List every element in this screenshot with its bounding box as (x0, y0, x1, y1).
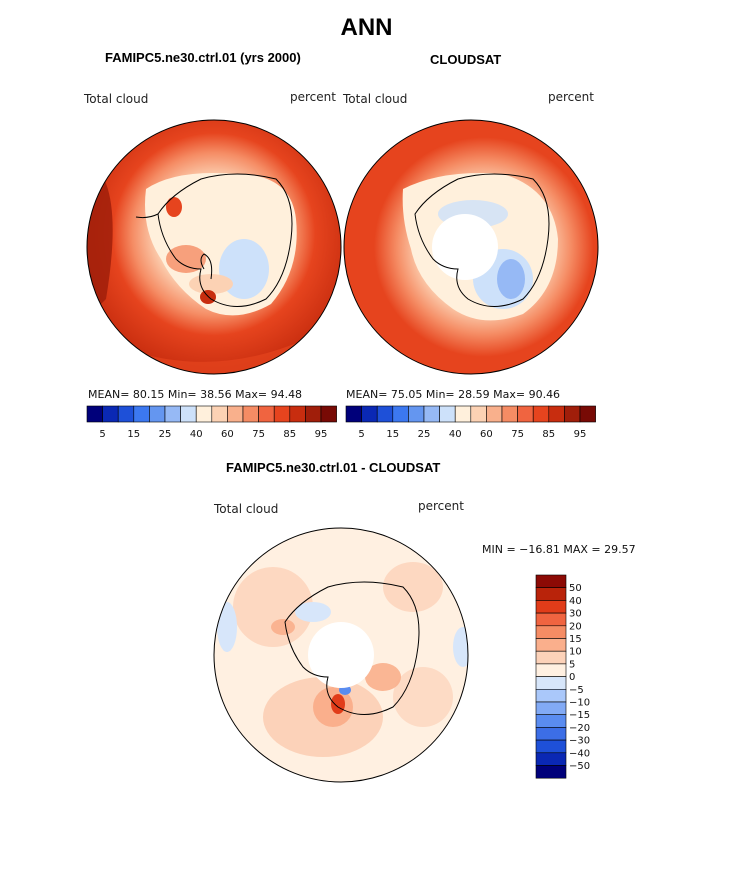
panel3-colorbar-tick-label: −15 (569, 710, 590, 721)
panel1-colorbar-swatch (102, 405, 119, 423)
panel1-colorbar-swatch (258, 405, 275, 423)
panel3-colorbar-tick-label: −30 (569, 736, 590, 747)
panel3-colorbar-tick-label: 40 (569, 596, 582, 607)
panel1-polar-map (86, 119, 342, 375)
panel3-colorbar-tick-label: 10 (569, 647, 582, 658)
panel2-colorbar-tick-label: 5 (358, 429, 364, 439)
panel2-colorbar-tick-label: 95 (574, 429, 587, 439)
panel3-colorbar-swatch (535, 625, 567, 639)
panel3-colorbar-swatch (535, 600, 567, 614)
panel2-colorbar-swatch (532, 405, 550, 423)
panel1-colorbar-swatch (211, 405, 228, 423)
panel1-variable-label: Total cloud (84, 92, 149, 106)
panel2-colorbar-tick-label: 25 (418, 429, 431, 439)
panel3-colorbar-swatch (535, 587, 567, 601)
panel2-colorbar-swatch (376, 405, 394, 423)
panel3-colorbar-tick-label: −20 (569, 723, 590, 734)
panel2-colorbar-swatch (517, 405, 534, 423)
main-title: ANN (340, 14, 393, 41)
panel2-colorbar-tick-label: 85 (542, 429, 555, 439)
panel1-colorbar-swatch (86, 405, 103, 423)
panel3-colorbar-swatch (535, 727, 567, 741)
panel2-colorbar-swatch (501, 405, 518, 423)
panel3-colorbar-swatch (535, 574, 567, 588)
panel3-colorbar-swatch (535, 638, 567, 652)
panel3-colorbar-tick-label: 5 (569, 659, 575, 670)
panel1-colorbar-swatch (289, 405, 306, 423)
panel3-units-label: percent (418, 499, 464, 513)
panel1-colorbar-tick-label: 15 (127, 429, 140, 439)
panel1-colorbar-tick-label: 75 (252, 429, 265, 439)
panel2-colorbar-swatch (454, 405, 472, 423)
panel2-polar-map (343, 119, 599, 375)
panel1-colorbar-swatch (164, 405, 181, 423)
panel3-colorbar-swatch (535, 663, 567, 677)
panel2-stats: MEAN= 75.05 Min= 28.59 Max= 90.46 (346, 388, 561, 401)
panel3-colorbar-tick-label: −50 (569, 761, 590, 772)
panel1-colorbar-swatch (273, 405, 291, 423)
panel1-colorbar-swatch (195, 405, 213, 423)
panel2-colorbar-swatch (470, 405, 487, 423)
panel1-colorbar-tick-label: 25 (159, 429, 172, 439)
panel1-colorbar-tick-label: 95 (315, 429, 328, 439)
panel2-colorbar-swatch (423, 405, 440, 423)
panel3-colorbar-swatch (535, 676, 567, 690)
panel3-colorbar-swatch (535, 701, 567, 715)
panel2-colorbar-swatch (579, 405, 596, 423)
panel1-colorbar-tick-label: 40 (190, 429, 203, 439)
panel3-colorbar-swatch (535, 752, 567, 766)
panel1-colorbar-tick-label: 60 (221, 429, 234, 439)
panel1-colorbar-swatch (305, 405, 322, 423)
panel3-colorbar-swatch (535, 739, 567, 754)
panel3-title: FAMIPC5.ne30.ctrl.01 - CLOUDSAT (226, 460, 441, 475)
panel3-colorbar-tick-label: 30 (569, 609, 582, 620)
panel3-polar-map (213, 527, 469, 783)
panel3-colorbar-swatch (535, 714, 567, 728)
panel3-colorbar-swatch (535, 612, 567, 627)
panel2-colorbar-swatch (361, 405, 378, 423)
panel1-colorbar-swatch (117, 405, 135, 423)
panel1-colorbar-tick-label: 85 (283, 429, 296, 439)
panel2-colorbar-swatch (408, 405, 425, 423)
panel3-colorbar-tick-label: 0 (569, 672, 575, 683)
panel1-colorbar-tick-label: 5 (99, 429, 105, 439)
panel3-colorbar-swatch (535, 689, 567, 703)
panel2-colorbar-swatch (392, 405, 409, 423)
panel2-colorbar-swatch (439, 405, 456, 423)
panel1-colorbar-swatch (320, 405, 337, 423)
panel2-variable-label: Total cloud (343, 92, 408, 106)
panel2-title: CLOUDSAT (430, 52, 502, 67)
panel2-colorbar-swatch (345, 405, 362, 423)
panel1-units-label: percent (290, 90, 336, 104)
panel3-colorbar-tick-label: −10 (569, 698, 590, 709)
panel1-colorbar-swatch (227, 405, 244, 423)
panel3-colorbar-swatch (535, 650, 567, 665)
panel2-colorbar-tick-label: 60 (480, 429, 493, 439)
panel3-colorbar-tick-label: 15 (569, 634, 582, 645)
panel2-colorbar-swatch (564, 405, 581, 423)
panel3-stats: MIN = −16.81 MAX = 29.57 (482, 543, 636, 556)
panel3-variable-label: Total cloud (214, 502, 279, 516)
panel1-stats: MEAN= 80.15 Min= 38.56 Max= 94.48 (88, 388, 303, 401)
panel3-colorbar-tick-label: 50 (569, 583, 582, 594)
panel1-colorbar-swatch (242, 405, 259, 423)
panel2-colorbar-tick-label: 40 (449, 429, 462, 439)
panel3-colorbar-tick-label: −5 (569, 685, 584, 696)
panel1-colorbar: 5 15 25 40 60 75 85 95 (86, 405, 337, 439)
panel1-colorbar-swatch (149, 405, 166, 423)
panel1-colorbar-swatch (180, 405, 197, 423)
panel1-title: FAMIPC5.ne30.ctrl.01 (yrs 2000) (105, 50, 301, 65)
panel2-colorbar: 5 15 25 40 60 75 85 95 (345, 405, 596, 439)
panel1-colorbar-swatch (133, 405, 150, 423)
panel2-colorbar-swatch (548, 405, 565, 423)
panel2-colorbar-tick-label: 15 (386, 429, 399, 439)
panel3-colorbar-tick-label: −40 (569, 748, 590, 759)
panel2-colorbar-swatch (486, 405, 503, 423)
panel2-units-label: percent (548, 90, 594, 104)
panel2-colorbar-tick-label: 75 (511, 429, 524, 439)
panel3-colorbar-tick-label: 20 (569, 621, 582, 632)
panel3-colorbar-swatch (535, 765, 567, 779)
